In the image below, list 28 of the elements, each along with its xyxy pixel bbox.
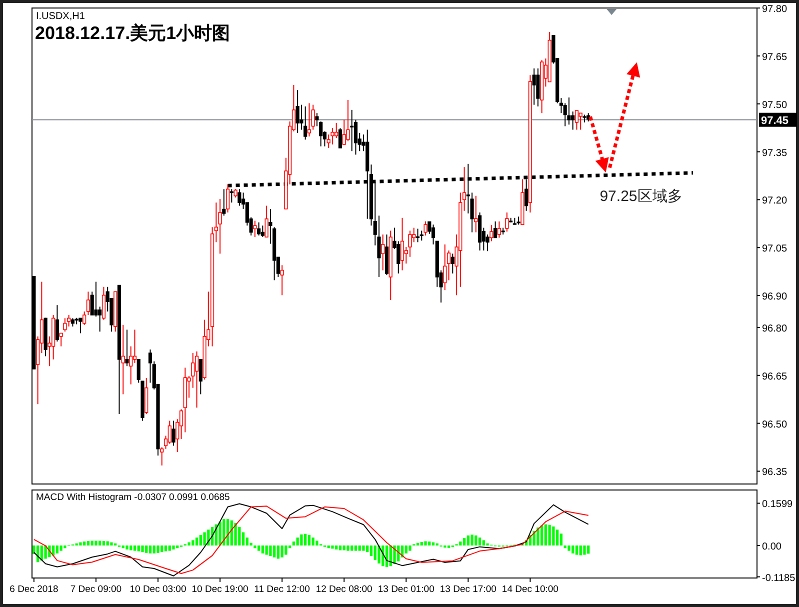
y-tick-label: 97.20: [762, 196, 788, 207]
x-tick-label: 6 Dec 2018: [10, 584, 58, 595]
x-tick-label: 14 Dec 10:00: [502, 584, 558, 595]
y-tick-label: 97.05: [762, 244, 788, 255]
y-tick-label: 96.65: [762, 371, 788, 382]
x-tick-label: 10 Dec 03:00: [130, 584, 186, 595]
y-tick-label: 96.80: [762, 323, 788, 334]
y-tick-label: 0.00: [762, 541, 782, 552]
x-tick-label: 11 Dec 12:00: [254, 584, 310, 595]
chart-subtitle: I.USDX,H1: [36, 11, 86, 22]
y-tick-label: 97.65: [762, 52, 788, 63]
y-tick-label: 96.35: [762, 467, 788, 478]
y-tick-label: 0.1599: [762, 499, 794, 510]
chart-title: MACD With Histogram -0.0307 0.0991 0.0685: [36, 492, 230, 503]
x-tick-label: 7 Dec 09:00: [70, 584, 122, 595]
y-tick-label: 96.50: [762, 419, 788, 430]
x-tick-label: 10 Dec 19:00: [192, 584, 248, 595]
annotation: 97.25区域多: [600, 188, 682, 205]
x-tick-label: 12 Dec 08:00: [316, 584, 372, 595]
y-tick-label: 97.50: [762, 100, 788, 111]
text: 2018.12.17.美元1小时图: [35, 23, 230, 43]
y-tick-label: 97.80: [762, 4, 788, 15]
ref-line-label: 97.45: [761, 114, 789, 127]
y-tick-label: 97.35: [762, 148, 788, 159]
y-tick-label: 96.90: [762, 292, 788, 303]
x-tick-label: 13 Dec 01:00: [378, 584, 434, 595]
x-tick-label: 13 Dec 17:00: [440, 584, 496, 595]
y-tick-label: -0.1185: [762, 572, 796, 584]
